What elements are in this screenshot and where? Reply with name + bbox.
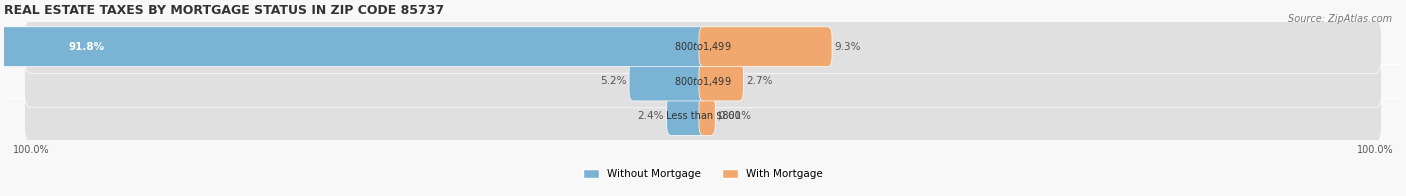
- Legend: Without Mortgage, With Mortgage: Without Mortgage, With Mortgage: [583, 169, 823, 179]
- FancyBboxPatch shape: [699, 96, 716, 135]
- FancyBboxPatch shape: [24, 54, 1382, 108]
- Text: Source: ZipAtlas.com: Source: ZipAtlas.com: [1288, 14, 1392, 24]
- Text: Less than $800: Less than $800: [665, 111, 741, 121]
- Text: REAL ESTATE TAXES BY MORTGAGE STATUS IN ZIP CODE 85737: REAL ESTATE TAXES BY MORTGAGE STATUS IN …: [4, 4, 444, 17]
- FancyBboxPatch shape: [628, 61, 707, 101]
- Text: 5.2%: 5.2%: [600, 76, 627, 86]
- Text: $800 to $1,499: $800 to $1,499: [675, 40, 731, 53]
- Text: 0.61%: 0.61%: [718, 111, 751, 121]
- FancyBboxPatch shape: [24, 89, 1382, 142]
- FancyBboxPatch shape: [666, 96, 707, 135]
- Text: 91.8%: 91.8%: [67, 42, 104, 52]
- Text: 2.4%: 2.4%: [637, 111, 664, 121]
- Text: 9.3%: 9.3%: [835, 42, 862, 52]
- FancyBboxPatch shape: [24, 20, 1382, 73]
- FancyBboxPatch shape: [699, 27, 832, 66]
- FancyBboxPatch shape: [699, 61, 744, 101]
- Text: 2.7%: 2.7%: [747, 76, 772, 86]
- FancyBboxPatch shape: [0, 27, 707, 66]
- Text: $800 to $1,499: $800 to $1,499: [675, 75, 731, 88]
